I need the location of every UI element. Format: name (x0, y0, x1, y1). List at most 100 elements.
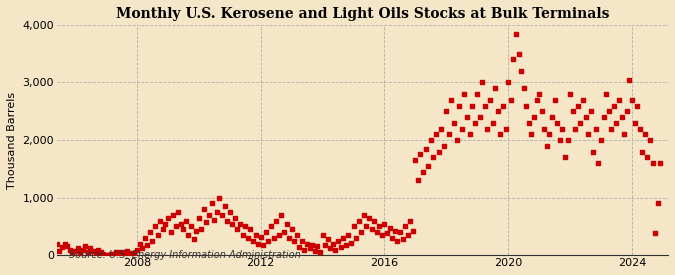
Point (155, 219, 165, 223)
Point (495, 132, 506, 136)
Point (224, 210, 235, 214)
Point (273, 233, 284, 237)
Point (121, 249, 132, 254)
Point (234, 221, 245, 226)
Point (77, 248, 88, 252)
Point (92, 247, 103, 252)
Point (614, 98, 624, 102)
Point (356, 230, 367, 235)
Point (603, 109, 614, 114)
Point (433, 149, 444, 154)
Point (82, 250, 93, 255)
Point (371, 230, 382, 235)
Point (346, 240, 356, 245)
Point (198, 207, 209, 211)
Point (150, 224, 161, 229)
Point (227, 221, 238, 226)
Point (358, 213, 369, 217)
Point (85, 246, 96, 250)
Point (132, 248, 142, 252)
Point (317, 233, 328, 237)
Point (62, 244, 73, 248)
Point (479, 103, 490, 108)
Point (255, 235, 266, 239)
Point (152, 233, 163, 237)
Point (400, 224, 410, 229)
Point (537, 109, 547, 114)
Point (421, 147, 431, 151)
Point (183, 233, 194, 237)
Point (381, 231, 392, 236)
Point (508, 57, 519, 62)
Point (609, 103, 620, 108)
Point (302, 241, 313, 246)
Point (75, 251, 86, 255)
Point (232, 227, 243, 232)
Point (619, 132, 630, 136)
Point (650, 231, 661, 236)
Point (157, 227, 168, 232)
Point (201, 220, 212, 224)
Point (209, 217, 219, 222)
Point (41, 251, 52, 256)
Point (374, 224, 385, 229)
Point (248, 239, 259, 243)
Point (294, 244, 304, 249)
Point (402, 233, 413, 237)
Point (562, 138, 573, 142)
Point (44, 244, 55, 249)
Point (611, 121, 622, 125)
Point (647, 161, 658, 165)
Point (428, 155, 439, 160)
Point (583, 132, 593, 136)
Point (513, 51, 524, 56)
Point (622, 109, 632, 114)
Point (188, 237, 199, 241)
Point (363, 216, 374, 220)
Point (626, 98, 637, 102)
Point (242, 236, 253, 240)
Point (606, 126, 617, 131)
Point (497, 103, 508, 108)
Point (462, 115, 472, 119)
Point (217, 213, 227, 217)
Point (59, 241, 70, 246)
Point (261, 230, 271, 235)
Point (408, 229, 418, 233)
Text: Source: U.S. Energy Information Administration: Source: U.S. Energy Information Administ… (69, 250, 301, 260)
Point (616, 115, 627, 119)
Point (487, 121, 498, 125)
Point (423, 164, 433, 168)
Point (570, 126, 580, 131)
Point (240, 224, 250, 229)
Point (221, 219, 232, 223)
Point (219, 204, 230, 208)
Point (230, 216, 240, 220)
Point (598, 115, 609, 119)
Point (531, 98, 542, 102)
Point (113, 251, 124, 256)
Point (191, 229, 202, 233)
Point (516, 69, 526, 73)
Point (412, 178, 423, 183)
Point (51, 242, 62, 246)
Point (490, 86, 501, 90)
Point (539, 126, 549, 131)
Point (108, 252, 119, 257)
Title: Monthly U.S. Kerosene and Light Oils Stocks at Bulk Terminals: Monthly U.S. Kerosene and Light Oils Sto… (115, 7, 610, 21)
Point (500, 126, 511, 131)
Point (207, 201, 217, 206)
Point (80, 244, 90, 248)
Point (103, 253, 114, 257)
Point (575, 121, 586, 125)
Point (593, 161, 604, 165)
Point (529, 115, 539, 119)
Point (379, 221, 390, 226)
Point (591, 126, 601, 131)
Point (101, 252, 111, 257)
Point (477, 80, 488, 85)
Point (377, 233, 387, 237)
Point (634, 126, 645, 131)
Point (655, 161, 666, 165)
Point (503, 80, 514, 85)
